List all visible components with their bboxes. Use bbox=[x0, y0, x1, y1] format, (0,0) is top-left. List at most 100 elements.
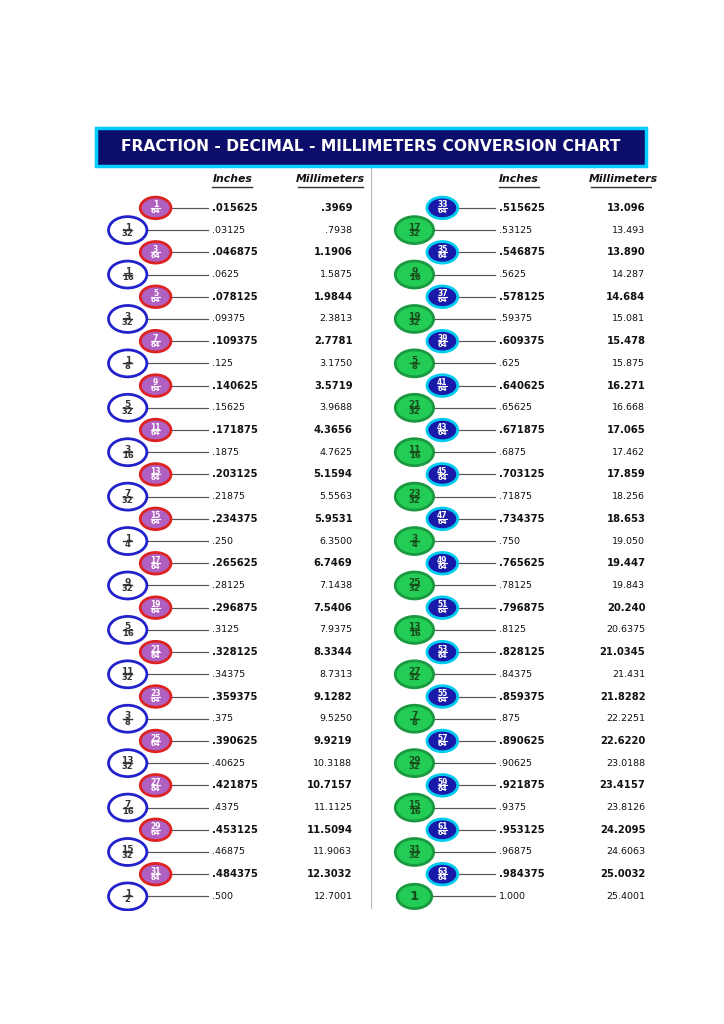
Text: 64: 64 bbox=[151, 386, 161, 392]
Text: 1.9844: 1.9844 bbox=[313, 292, 353, 302]
Text: 64: 64 bbox=[151, 208, 161, 214]
Text: 27: 27 bbox=[408, 667, 421, 676]
Text: .515625: .515625 bbox=[499, 203, 544, 213]
Text: .890625: .890625 bbox=[499, 736, 544, 745]
Text: 64: 64 bbox=[151, 785, 161, 792]
Text: 25: 25 bbox=[408, 578, 421, 587]
Text: .750: .750 bbox=[499, 537, 520, 546]
Text: 14.684: 14.684 bbox=[606, 292, 645, 302]
Text: 32: 32 bbox=[122, 496, 133, 505]
Text: 3: 3 bbox=[125, 712, 131, 720]
Text: 23.4157: 23.4157 bbox=[599, 780, 645, 791]
Text: 5: 5 bbox=[125, 623, 131, 632]
Text: FRACTION - DECIMAL - MILLIMETERS CONVERSION CHART: FRACTION - DECIMAL - MILLIMETERS CONVERS… bbox=[122, 139, 620, 155]
Text: 12.7001: 12.7001 bbox=[313, 892, 353, 901]
Text: .203125: .203125 bbox=[212, 469, 258, 479]
Text: 32: 32 bbox=[408, 496, 420, 505]
Text: 63: 63 bbox=[437, 866, 447, 876]
Text: 64: 64 bbox=[437, 697, 447, 703]
Text: 57: 57 bbox=[437, 733, 447, 742]
Ellipse shape bbox=[140, 375, 171, 396]
Text: Millimeters: Millimeters bbox=[589, 174, 658, 183]
Text: 19: 19 bbox=[151, 600, 161, 609]
Text: Millimeters: Millimeters bbox=[296, 174, 366, 183]
Text: 5.5563: 5.5563 bbox=[319, 493, 353, 501]
Text: 64: 64 bbox=[437, 208, 447, 214]
Text: 16: 16 bbox=[122, 452, 133, 460]
Ellipse shape bbox=[395, 483, 434, 510]
Text: 64: 64 bbox=[437, 297, 447, 303]
Text: 15: 15 bbox=[408, 800, 421, 809]
Text: .65625: .65625 bbox=[499, 403, 532, 413]
Text: 32: 32 bbox=[408, 673, 420, 682]
Text: .250: .250 bbox=[212, 537, 233, 546]
Text: 1.1906: 1.1906 bbox=[313, 248, 353, 257]
Text: 21: 21 bbox=[151, 645, 161, 653]
Text: 41: 41 bbox=[437, 378, 447, 387]
Text: .578125: .578125 bbox=[499, 292, 544, 302]
Ellipse shape bbox=[395, 305, 434, 333]
Text: 25: 25 bbox=[151, 733, 161, 742]
Text: 10.3188: 10.3188 bbox=[313, 759, 353, 768]
Text: 9.5250: 9.5250 bbox=[319, 714, 353, 723]
Text: .0625: .0625 bbox=[212, 270, 239, 279]
Text: 16: 16 bbox=[408, 273, 421, 283]
Ellipse shape bbox=[140, 686, 171, 708]
Text: 64: 64 bbox=[151, 652, 161, 658]
Text: 8: 8 bbox=[125, 718, 130, 727]
Ellipse shape bbox=[427, 553, 458, 574]
Text: .796875: .796875 bbox=[499, 603, 544, 612]
Text: .125: .125 bbox=[212, 358, 233, 368]
Text: 64: 64 bbox=[437, 874, 447, 881]
Text: 16.668: 16.668 bbox=[613, 403, 645, 413]
Text: 20.240: 20.240 bbox=[607, 603, 645, 612]
Text: .500: .500 bbox=[212, 892, 233, 901]
Text: 13.096: 13.096 bbox=[607, 203, 645, 213]
Text: 7.5406: 7.5406 bbox=[313, 603, 353, 612]
Text: 13: 13 bbox=[122, 756, 134, 765]
Ellipse shape bbox=[427, 597, 458, 618]
Text: .421875: .421875 bbox=[212, 780, 258, 791]
Text: 32: 32 bbox=[408, 762, 420, 771]
Ellipse shape bbox=[395, 839, 434, 865]
Text: 21.431: 21.431 bbox=[613, 670, 645, 679]
Ellipse shape bbox=[427, 508, 458, 529]
Text: 27: 27 bbox=[151, 778, 161, 786]
Text: .90625: .90625 bbox=[499, 759, 532, 768]
Ellipse shape bbox=[395, 750, 434, 776]
Text: 15: 15 bbox=[151, 511, 161, 520]
Text: 8.7313: 8.7313 bbox=[319, 670, 353, 679]
Text: 5.1594: 5.1594 bbox=[313, 469, 353, 479]
Text: 25.0032: 25.0032 bbox=[600, 869, 645, 880]
Text: 12.3032: 12.3032 bbox=[307, 869, 353, 880]
Text: 7: 7 bbox=[125, 800, 131, 809]
Text: 64: 64 bbox=[151, 430, 161, 436]
Text: 5: 5 bbox=[411, 356, 418, 365]
Text: 32: 32 bbox=[408, 851, 420, 860]
Text: 10.7157: 10.7157 bbox=[307, 780, 353, 791]
Text: 32: 32 bbox=[122, 317, 133, 327]
Text: .7938: .7938 bbox=[325, 225, 353, 234]
Text: .015625: .015625 bbox=[212, 203, 258, 213]
Text: 3: 3 bbox=[153, 245, 159, 254]
Text: 64: 64 bbox=[151, 297, 161, 303]
Text: 16: 16 bbox=[408, 807, 421, 815]
Text: 9.9219: 9.9219 bbox=[314, 736, 353, 745]
Text: .28125: .28125 bbox=[212, 581, 245, 590]
Text: .46875: .46875 bbox=[212, 848, 245, 856]
Text: 23.0188: 23.0188 bbox=[606, 759, 645, 768]
Text: 49: 49 bbox=[437, 556, 447, 565]
Text: 32: 32 bbox=[122, 762, 133, 771]
Ellipse shape bbox=[140, 198, 171, 219]
Ellipse shape bbox=[109, 616, 147, 643]
Ellipse shape bbox=[427, 863, 458, 885]
Text: 59: 59 bbox=[437, 778, 447, 786]
Text: 15.081: 15.081 bbox=[613, 314, 645, 324]
Text: 11: 11 bbox=[122, 667, 134, 676]
Text: .59375: .59375 bbox=[499, 314, 532, 324]
Ellipse shape bbox=[140, 464, 171, 485]
Text: 64: 64 bbox=[151, 741, 161, 748]
Text: 64: 64 bbox=[437, 564, 447, 569]
Text: 16: 16 bbox=[408, 452, 421, 460]
Text: 29: 29 bbox=[408, 756, 421, 765]
